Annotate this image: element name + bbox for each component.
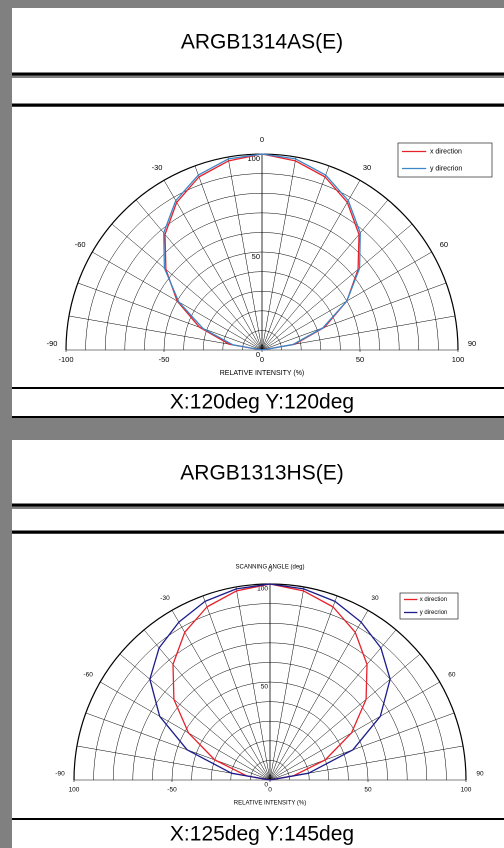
caption-box	[12, 820, 504, 848]
y-tick-label: 50	[261, 684, 269, 691]
grid-spoke	[119, 653, 271, 781]
grid-spoke	[261, 180, 361, 351]
theta-tick-label: 30	[363, 163, 371, 172]
caption: X:120deg Y:120deg	[170, 391, 354, 414]
product-title: ARGB1313HS(E)	[180, 462, 343, 485]
x-axis-title: RELATIVE INTENSITY (%)	[234, 801, 306, 807]
y-tick-label: 100	[247, 154, 260, 163]
grid-spoke	[111, 223, 263, 351]
grid-spoke	[261, 199, 389, 351]
theta-tick-label: 0	[260, 135, 264, 144]
legend-box	[397, 142, 493, 178]
strip	[12, 78, 504, 104]
grid-spoke	[85, 712, 271, 781]
theta-tick-label: 90	[476, 771, 484, 778]
grid-spoke	[143, 629, 271, 781]
theta-tick-label: 60	[440, 240, 448, 249]
x-tick-label: 50	[356, 355, 364, 364]
legend-label: y direcrion	[430, 165, 462, 172]
x-axis-title: RELATIVE INTENSITY (%)	[220, 370, 305, 377]
product-title: ARGB1314AS(E)	[181, 31, 343, 54]
x-tick-label: 100	[461, 787, 472, 794]
legend-label: x direction	[430, 148, 462, 155]
grid-spoke	[269, 681, 440, 781]
x-tick-label: 100	[452, 355, 465, 364]
theta-tick-label: 90	[468, 339, 476, 348]
x-tick-label: 0	[260, 355, 264, 364]
grid-spoke	[269, 595, 338, 781]
legend-box	[399, 592, 459, 620]
theta-tick-label: -60	[75, 240, 86, 249]
theta-tick-label: 60	[448, 672, 456, 679]
y-tick-label: 0	[256, 350, 260, 359]
grid-spoke	[202, 595, 271, 781]
grid-spoke	[135, 199, 263, 351]
caption-box	[12, 388, 504, 416]
grid-spoke	[261, 156, 297, 351]
grid-spoke	[269, 629, 397, 781]
intensity-curve	[149, 583, 391, 781]
theta-tick-label: 30	[371, 595, 379, 602]
grid-spoke	[261, 165, 330, 351]
x-tick-label: 50	[364, 787, 372, 794]
theta-tick-label: -30	[152, 163, 163, 172]
theta-tick-label: 0	[268, 567, 272, 574]
grid-spoke	[77, 282, 263, 351]
title-box	[12, 8, 504, 74]
x-tick-label: -50	[167, 787, 177, 794]
y-tick-label: 0	[264, 782, 268, 789]
grid-spoke	[261, 282, 447, 351]
grid-spoke	[100, 681, 271, 781]
grid-spoke	[194, 165, 263, 351]
x-tick-label: 0	[268, 787, 272, 794]
caption: X:125deg Y:145deg	[170, 823, 354, 846]
theta-tick-label: -90	[47, 339, 58, 348]
grid-spoke	[269, 586, 305, 781]
grid-spoke	[227, 156, 263, 351]
legend-label: x direction	[420, 597, 447, 603]
legend-label: y direcrion	[420, 610, 448, 616]
theta-tick-label: -60	[83, 672, 93, 679]
grid-spoke	[261, 223, 413, 351]
grid-spoke	[269, 712, 455, 781]
theta-tick-label: -90	[55, 771, 65, 778]
intensity-curve	[163, 153, 361, 351]
x-tick-label: -50	[159, 355, 170, 364]
y-tick-label: 100	[257, 586, 268, 593]
theta-tick-label: -30	[160, 595, 170, 602]
title-box	[12, 440, 504, 504]
strip	[12, 509, 504, 531]
x-tick-label: -100	[58, 355, 73, 364]
top-axis-title: SCANNING ANGLE (deg)	[235, 565, 304, 571]
grid-spoke	[269, 610, 369, 781]
y-tick-label: 50	[252, 252, 260, 261]
grid-spoke	[163, 180, 263, 351]
grid-spoke	[269, 653, 421, 781]
x-tick-label: 100	[69, 787, 80, 794]
grid-spoke	[235, 586, 271, 781]
grid-spoke	[171, 610, 271, 781]
